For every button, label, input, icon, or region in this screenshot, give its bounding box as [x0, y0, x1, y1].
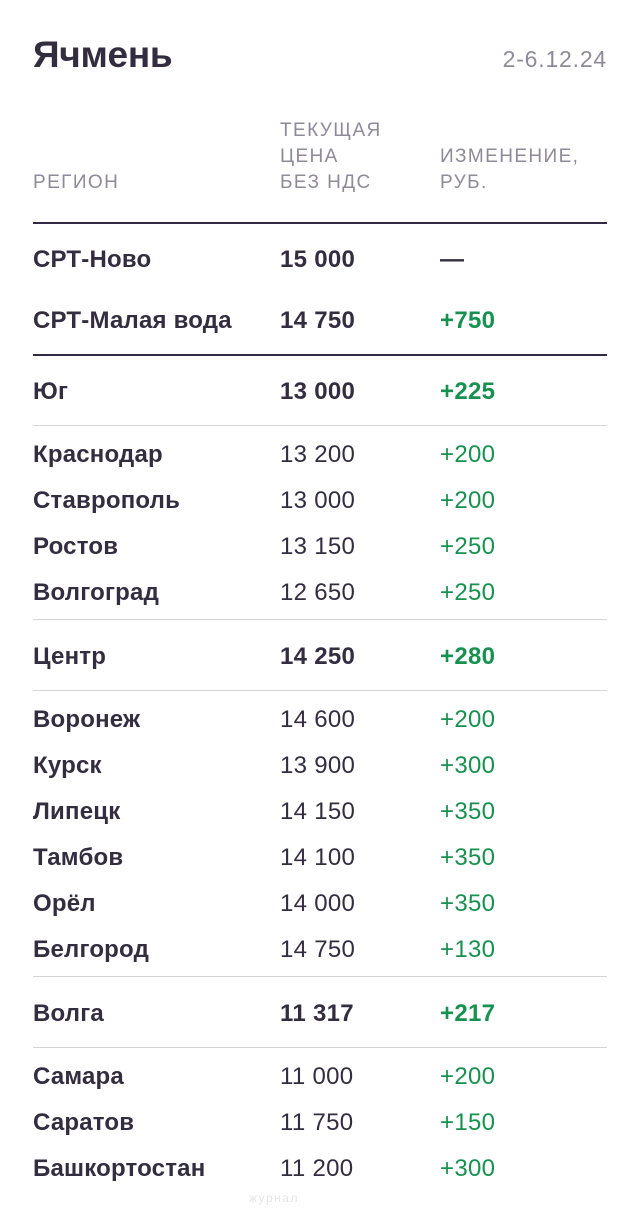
watermark-logo: журнал поле.рф — [249, 1192, 391, 1208]
change-cell: +150 — [440, 1109, 496, 1136]
section-divider-light — [33, 690, 607, 691]
change-cell: +250 — [440, 579, 496, 606]
change-cell: +200 — [440, 1063, 496, 1090]
change-cell: — — [440, 245, 465, 273]
region-cell: Орёл — [33, 890, 96, 917]
title-row: Ячмень 2-6.12.24 — [33, 34, 607, 76]
region-cell: Липецк — [33, 798, 121, 825]
section-divider-light — [33, 425, 607, 426]
price-cell: 11 000 — [280, 1063, 354, 1090]
price-cell: 15 000 — [280, 245, 356, 273]
change-cell: +350 — [440, 844, 496, 871]
table-row: Центр 14 250 +280 — [33, 626, 607, 687]
region-cell: Курск — [33, 752, 102, 779]
region-cell: Саратов — [33, 1109, 135, 1136]
price-cell: 14 100 — [280, 844, 356, 871]
watermark-journal-label: журнал — [248, 1191, 299, 1205]
section-divider-light — [33, 976, 607, 977]
table-row: Саратов 11 750 +150 — [33, 1100, 607, 1146]
region-cell: Белгород — [33, 936, 150, 963]
table-row: Юг 13 000 +225 — [33, 361, 607, 422]
change-cell: +200 — [440, 706, 496, 733]
change-cell: +750 — [440, 306, 496, 334]
region-cell: Тамбов — [33, 844, 124, 871]
section-divider-light — [33, 1047, 607, 1048]
table-row: Ростов 13 150 +250 — [33, 524, 607, 570]
table-row: Башкортостан 11 200 +300 — [33, 1146, 607, 1192]
table-row: Орёл 14 000 +350 — [33, 881, 607, 927]
watermark-brand-text: поле.рф — [249, 1204, 391, 1208]
change-cell: +200 — [440, 441, 496, 468]
table-row: Самара 11 000 +200 — [33, 1054, 607, 1100]
region-cell: СРТ-Малая вода — [33, 306, 232, 334]
section-divider-dark — [33, 354, 607, 356]
price-cell: 14 000 — [280, 890, 356, 917]
price-cell: 14 750 — [280, 936, 356, 963]
region-cell: Юг — [33, 377, 69, 405]
region-cell: Волга — [33, 999, 104, 1027]
table-row: Воронеж 14 600 +200 — [33, 697, 607, 743]
table-row: Волга 11 317 +217 — [33, 983, 607, 1044]
change-cell: +280 — [440, 642, 496, 670]
date-range: 2-6.12.24 — [502, 46, 607, 72]
table-row: Курск 13 900 +300 — [33, 743, 607, 789]
region-cell: Центр — [33, 642, 107, 670]
price-cell: 14 150 — [280, 798, 356, 825]
section-divider-light — [33, 619, 607, 620]
table-header: РЕГИОН ТЕКУЩАЯ ЦЕНА БЕЗ НДС ИЗМЕНЕНИЕ, Р… — [33, 118, 607, 224]
price-cell: 13 200 — [280, 441, 356, 468]
region-cell: Краснодар — [33, 441, 163, 468]
table-row: Ставрополь 13 000 +200 — [33, 478, 607, 524]
table-row: Краснодар 13 200 +200 — [33, 432, 607, 478]
column-header-change: ИЗМЕНЕНИЕ, РУБ. — [440, 146, 580, 193]
watermark: журнал поле.рф — [33, 1192, 607, 1208]
change-cell: +200 — [440, 487, 496, 514]
region-cell: СРТ-Ново — [33, 245, 152, 273]
price-cell: 12 650 — [280, 579, 356, 606]
region-cell: Ставрополь — [33, 487, 181, 514]
price-cell: 14 600 — [280, 706, 356, 733]
price-cell: 13 150 — [280, 533, 356, 560]
change-cell: +350 — [440, 798, 496, 825]
region-cell: Воронеж — [33, 706, 141, 733]
price-cell: 13 000 — [280, 487, 356, 514]
region-cell: Самара — [33, 1063, 124, 1090]
change-cell: +250 — [440, 533, 496, 560]
price-cell: 11 317 — [280, 999, 354, 1027]
price-cell: 14 750 — [280, 306, 356, 334]
page-title: Ячмень — [33, 34, 173, 75]
column-header-price: ТЕКУЩАЯ ЦЕНА БЕЗ НДС — [280, 120, 382, 193]
price-cell: 13 900 — [280, 752, 356, 779]
region-cell: Волгоград — [33, 579, 160, 606]
price-table-body: СРТ-Ново 15 000 — СРТ-Малая вода 14 750 … — [33, 224, 607, 1192]
change-cell: +300 — [440, 1155, 496, 1182]
change-cell: +225 — [440, 377, 496, 405]
change-cell: +300 — [440, 752, 496, 779]
region-cell: Башкортостан — [33, 1155, 206, 1182]
table-row: Волгоград 12 650 +250 — [33, 570, 607, 616]
change-cell: +130 — [440, 936, 496, 963]
price-cell: 14 250 — [280, 642, 356, 670]
table-row: Тамбов 14 100 +350 — [33, 835, 607, 881]
table-row: Липецк 14 150 +350 — [33, 789, 607, 835]
region-cell: Ростов — [33, 533, 119, 560]
change-cell: +217 — [440, 999, 496, 1027]
table-row: СРТ-Малая вода 14 750 +750 — [33, 290, 607, 351]
table-row: Белгород 14 750 +130 — [33, 927, 607, 973]
price-cell: 11 750 — [280, 1109, 354, 1136]
change-cell: +350 — [440, 890, 496, 917]
column-header-region: РЕГИОН — [33, 172, 120, 193]
price-cell: 11 200 — [280, 1155, 354, 1182]
price-cell: 13 000 — [280, 377, 356, 405]
table-row: СРТ-Ново 15 000 — — [33, 229, 607, 290]
